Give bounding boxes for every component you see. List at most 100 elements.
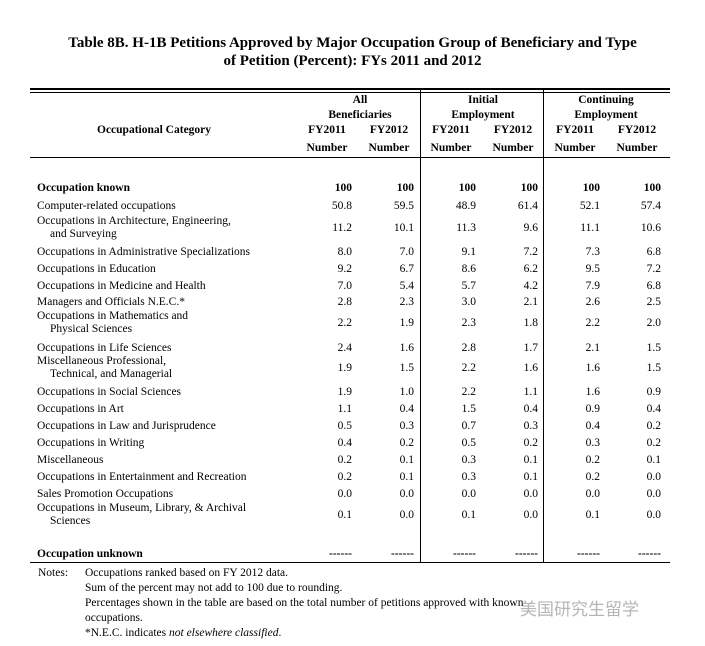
- cell-value: 0.5: [337, 419, 352, 432]
- cell-value: ------: [453, 547, 476, 560]
- row-label: Occupations in Medicine and Health: [37, 279, 206, 292]
- cell-value: ------: [391, 547, 414, 560]
- group-title: All: [352, 94, 368, 106]
- cell-value: 2.2: [461, 385, 476, 398]
- row-label: Occupations in Entertainment and Recreat…: [37, 470, 247, 483]
- cell-value: 0.0: [646, 470, 661, 483]
- cell-value: 0.2: [585, 453, 600, 466]
- cell-value: 0.1: [523, 470, 538, 483]
- row-label: Occupations in Life Sciences: [37, 341, 172, 354]
- cell-value: 0.0: [646, 487, 661, 500]
- cell-value: 0.1: [399, 453, 414, 466]
- cell-value: 2.4: [337, 341, 352, 354]
- cell-value: 6.8: [646, 279, 661, 292]
- row-label: Computer-related occupations: [37, 199, 176, 212]
- group-title: Continuing: [578, 94, 634, 106]
- cell-value: 1.8: [523, 316, 538, 329]
- cell-value: 0.1: [337, 508, 352, 521]
- row-label: Physical Sciences: [50, 323, 133, 335]
- cell-value: 0.4: [646, 402, 661, 415]
- group-title: Initial: [467, 94, 499, 106]
- cell-value: 5.7: [461, 279, 476, 292]
- cell-value: 0.2: [399, 436, 414, 449]
- cell-value: 2.3: [399, 295, 414, 308]
- cell-value: 0.1: [461, 508, 476, 521]
- cell-value: 0.3: [461, 453, 476, 466]
- cell-value: 50.8: [331, 199, 352, 212]
- cell-value: 1.0: [399, 385, 414, 398]
- note-line: *N.E.C. indicates not elsewhere classifi…: [85, 627, 281, 640]
- cell-value: 0.3: [399, 419, 414, 432]
- cell-value: 3.0: [461, 295, 476, 308]
- watermark: 美国研究生留学: [520, 600, 639, 620]
- note-text: *N.E.C. indicates: [85, 627, 169, 639]
- top-rule: [30, 92, 670, 93]
- cell-value: 8.6: [461, 262, 476, 275]
- group-title: Beneficiaries: [328, 109, 392, 121]
- cell-value: ------: [577, 547, 600, 560]
- row-label: Miscellaneous Professional,: [37, 355, 167, 367]
- cell-value: 2.0: [646, 316, 661, 329]
- cell-value: 0.0: [646, 508, 661, 521]
- cell-value: 1.5: [461, 402, 476, 415]
- cell-value: 0.0: [337, 487, 352, 500]
- cell-value: 100: [643, 181, 661, 194]
- cell-value: 7.9: [585, 279, 600, 292]
- unit-header: Number: [616, 142, 658, 154]
- row-label: Sciences: [50, 515, 91, 527]
- cell-value: 2.2: [585, 316, 600, 329]
- cell-value: 9.5: [585, 262, 600, 275]
- cell-value: ------: [515, 547, 538, 560]
- year-header: FY2012: [369, 124, 409, 136]
- note-line: occupations.: [85, 612, 143, 624]
- cell-value: 1.5: [646, 361, 661, 374]
- cell-value: 0.3: [585, 436, 600, 449]
- year-header: FY2012: [617, 124, 657, 136]
- note-line: Occupations ranked based on FY 2012 data…: [85, 567, 289, 579]
- row-label: Occupations in Administrative Specializa…: [37, 245, 251, 258]
- unit-header: Number: [492, 142, 534, 154]
- cell-value: 1.5: [399, 361, 414, 374]
- cell-value: 100: [582, 181, 600, 194]
- title: Table 8B. H-1B Petitions Approved by Maj…: [0, 34, 705, 70]
- cell-value: 7.0: [399, 245, 414, 258]
- row-label: and Surveying: [50, 228, 117, 240]
- unit-header: Number: [306, 142, 348, 154]
- cell-value: 0.4: [523, 402, 538, 415]
- cell-value: 2.3: [461, 316, 476, 329]
- cell-value: 1.6: [523, 361, 538, 374]
- cell-value: 6.2: [523, 262, 538, 275]
- cell-value: 0.2: [523, 436, 538, 449]
- row-label: Occupation known: [37, 181, 130, 194]
- cell-value: 0.1: [399, 470, 414, 483]
- cell-value: 1.1: [523, 385, 538, 398]
- row-label: Occupations in Writing: [37, 436, 145, 449]
- note-text: .: [278, 627, 282, 639]
- cell-value: 0.2: [585, 470, 600, 483]
- cell-value: 0.0: [585, 487, 600, 500]
- cell-value: 11.3: [456, 221, 476, 234]
- cell-value: 2.6: [585, 295, 600, 308]
- bottom-rule: [30, 562, 670, 563]
- cell-value: 2.1: [523, 295, 538, 308]
- cell-value: 0.3: [461, 470, 476, 483]
- row-label: Miscellaneous: [37, 453, 104, 466]
- unit-header: Number: [368, 142, 410, 154]
- category-header: Occupational Category: [97, 124, 212, 136]
- cell-value: 0.0: [461, 487, 476, 500]
- unit-header: Number: [430, 142, 472, 154]
- cell-value: 0.2: [646, 419, 661, 432]
- row-label: Occupations in Architecture, Engineering…: [37, 215, 231, 227]
- cell-value: 11.2: [332, 221, 352, 234]
- row-label: Occupations in Mathematics and: [37, 310, 189, 322]
- cell-value: 9.1: [461, 245, 476, 258]
- cell-value: 10.6: [640, 221, 661, 234]
- cell-value: 7.0: [337, 279, 352, 292]
- cell-value: 1.7: [523, 341, 538, 354]
- cell-value: ------: [638, 547, 661, 560]
- cell-value: ------: [329, 547, 352, 560]
- row-label: Occupations in Museum, Library, & Archiv…: [37, 502, 247, 514]
- cell-value: 7.2: [646, 262, 661, 275]
- cell-value: 2.8: [337, 295, 352, 308]
- cell-value: 10.1: [393, 221, 414, 234]
